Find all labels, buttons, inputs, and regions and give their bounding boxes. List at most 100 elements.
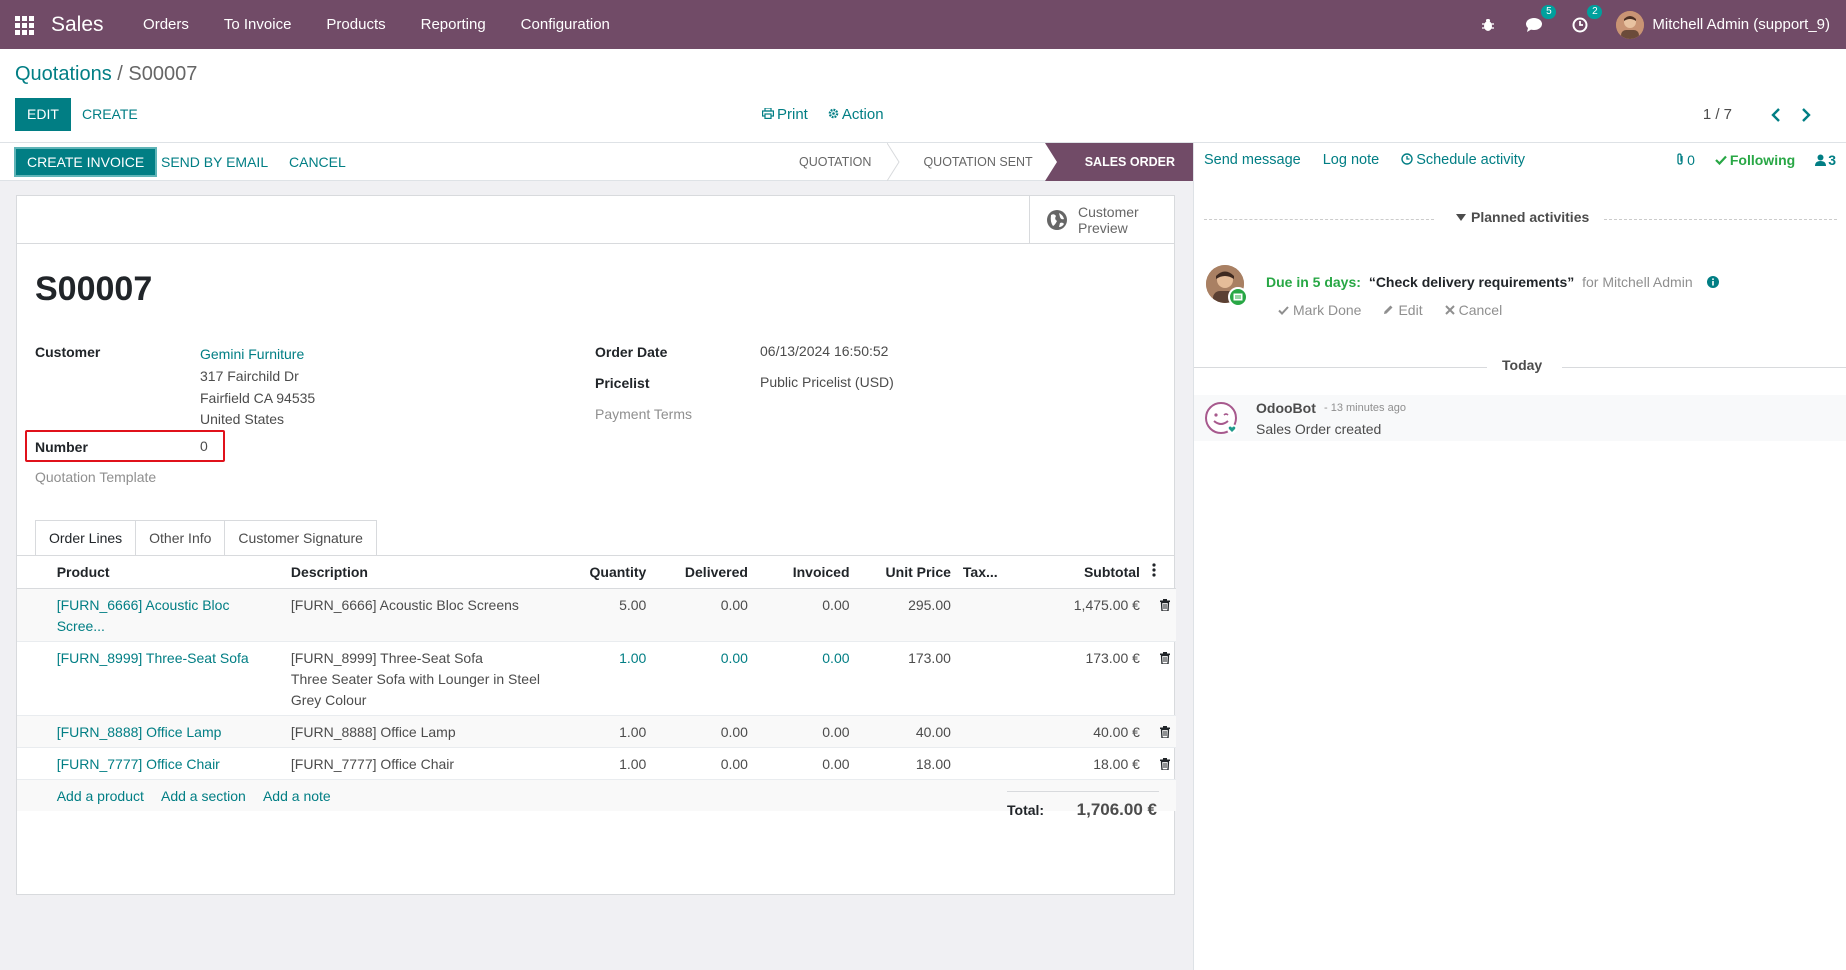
row-quantity[interactable]: 1.00 bbox=[582, 747, 653, 780]
pager-next-icon[interactable] bbox=[1796, 105, 1816, 125]
add-line-row: Add a product Add a section Add a note bbox=[17, 779, 1176, 811]
pager-previous-icon[interactable] bbox=[1766, 105, 1786, 125]
action-menu[interactable]: Action bbox=[828, 106, 884, 123]
table-row[interactable]: [FURN_8999] Three-Seat Sofa [FURN_8999] … bbox=[17, 641, 1176, 716]
pricelist-label: Pricelist bbox=[595, 375, 650, 391]
menu-orders[interactable]: Orders bbox=[143, 16, 189, 33]
cancel-order-button[interactable]: CANCEL bbox=[289, 154, 346, 170]
add-note-link[interactable]: Add a note bbox=[262, 787, 331, 804]
edit-activity-button[interactable]: Edit bbox=[1383, 302, 1423, 318]
chatter-panel: Send message Log note Schedule activity … bbox=[1193, 143, 1846, 970]
total-divider bbox=[1007, 791, 1159, 792]
notebook-tabs: Order Lines Other Info Customer Signatur… bbox=[35, 520, 377, 556]
info-icon[interactable] bbox=[1706, 276, 1719, 288]
add-section-link[interactable]: Add a section bbox=[161, 787, 246, 804]
row-delivered: 0.00 bbox=[652, 747, 754, 780]
edit-button[interactable]: EDIT bbox=[15, 98, 71, 131]
col-delivered[interactable]: Delivered bbox=[652, 556, 754, 589]
create-button[interactable]: CREATE bbox=[82, 106, 138, 122]
row-unit-price[interactable]: 40.00 bbox=[855, 715, 957, 748]
row-description: [FURN_8999] Three-Seat Sofa Three Seater… bbox=[284, 641, 583, 716]
tab-order-lines[interactable]: Order Lines bbox=[35, 520, 137, 556]
planned-divider-left bbox=[1204, 219, 1434, 220]
row-product[interactable]: [FURN_8888] Office Lamp bbox=[50, 715, 285, 748]
create-invoice-button[interactable]: CREATE INVOICE bbox=[14, 147, 158, 177]
debug-bug-icon[interactable] bbox=[1478, 15, 1498, 35]
add-product-link[interactable]: Add a product bbox=[56, 787, 144, 804]
delete-row-icon[interactable] bbox=[1145, 641, 1176, 716]
col-taxes[interactable]: Tax... bbox=[956, 556, 1017, 589]
row-product[interactable]: [FURN_7777] Office Chair bbox=[50, 747, 285, 780]
row-subtotal: 40.00 € bbox=[1016, 715, 1146, 748]
row-unit-price[interactable]: 295.00 bbox=[855, 588, 957, 642]
row-quantity[interactable]: 1.00 bbox=[582, 641, 653, 716]
tab-customer-signature[interactable]: Customer Signature bbox=[224, 520, 377, 555]
menu-reporting[interactable]: Reporting bbox=[420, 16, 486, 33]
messages-icon[interactable]: 5 bbox=[1524, 4, 1557, 35]
followers-count: 3 bbox=[1828, 152, 1836, 168]
optional-columns-icon[interactable] bbox=[1145, 556, 1176, 589]
message-item bbox=[1194, 395, 1846, 441]
message-author[interactable]: OdooBot bbox=[1256, 400, 1316, 416]
col-product[interactable]: Product bbox=[50, 556, 285, 589]
col-subtotal[interactable]: Subtotal bbox=[1016, 556, 1146, 589]
followers-button[interactable]: 3 bbox=[1815, 152, 1836, 168]
row-quantity[interactable]: 1.00 bbox=[582, 715, 653, 748]
following-button[interactable]: Following bbox=[1715, 152, 1795, 168]
row-description-line: [FURN_7777] Office Chair bbox=[290, 755, 455, 772]
row-description-line: Grey Colour bbox=[290, 691, 367, 708]
customer-link[interactable]: Gemini Furniture bbox=[200, 346, 305, 362]
delete-row-icon[interactable] bbox=[1145, 747, 1176, 780]
col-description[interactable]: Description bbox=[284, 556, 583, 589]
app-name[interactable]: Sales bbox=[51, 12, 104, 36]
col-invoiced[interactable]: Invoiced bbox=[753, 556, 856, 589]
table-row[interactable]: [FURN_6666] Acoustic Bloc Scree... [FURN… bbox=[17, 588, 1176, 642]
send-message-button[interactable]: Send message bbox=[1204, 152, 1301, 168]
table-row[interactable]: [FURN_8888] Office Lamp [FURN_8888] Offi… bbox=[17, 715, 1176, 748]
row-product[interactable]: [FURN_8999] Three-Seat Sofa bbox=[50, 641, 285, 716]
print-label: Print bbox=[777, 106, 808, 123]
pencil-icon bbox=[1384, 305, 1393, 314]
pricelist-value: Public Pricelist (USD) bbox=[760, 374, 894, 390]
activities-clock-icon[interactable]: 2 bbox=[1570, 4, 1603, 35]
cancel-activity-button[interactable]: Cancel bbox=[1444, 302, 1502, 318]
log-note-button[interactable]: Log note bbox=[1322, 152, 1380, 168]
row-unit-price[interactable]: 18.00 bbox=[855, 747, 957, 780]
stage-sales-order-label: SALES ORDER bbox=[1084, 155, 1175, 169]
payment-terms-label: Payment Terms bbox=[595, 406, 692, 422]
customer-preview-button[interactable]: Customer Preview bbox=[1029, 196, 1174, 244]
delete-row-icon[interactable] bbox=[1145, 588, 1176, 642]
schedule-activity-button[interactable]: Schedule activity bbox=[1401, 152, 1525, 168]
attachments-button[interactable]: 0 bbox=[1675, 152, 1695, 168]
row-quantity[interactable]: 5.00 bbox=[582, 588, 653, 642]
col-quantity[interactable]: Quantity bbox=[582, 556, 653, 589]
menu-products[interactable]: Products bbox=[326, 16, 386, 33]
menu-configuration[interactable]: Configuration bbox=[520, 16, 610, 33]
apps-menu-icon[interactable] bbox=[15, 15, 37, 35]
menu-to-invoice[interactable]: To Invoice bbox=[223, 16, 292, 33]
planned-activities-toggle[interactable]: Planned activities bbox=[1456, 209, 1589, 225]
breadcrumb-quotations[interactable]: Quotations bbox=[15, 63, 112, 85]
table-row[interactable]: [FURN_7777] Office Chair [FURN_7777] Off… bbox=[17, 747, 1176, 780]
mark-done-button[interactable]: Mark Done bbox=[1278, 302, 1361, 318]
tabs-divider bbox=[17, 555, 1174, 556]
user-name[interactable]: Mitchell Admin (support_9) bbox=[1652, 16, 1830, 33]
delete-row-icon[interactable] bbox=[1145, 715, 1176, 748]
row-unit-price[interactable]: 173.00 bbox=[855, 641, 957, 716]
row-description: [FURN_7777] Office Chair bbox=[284, 747, 583, 780]
col-unit-price[interactable]: Unit Price bbox=[855, 556, 957, 589]
total-amount: 1,706.00 € bbox=[1076, 800, 1157, 819]
messages-badge: 5 bbox=[1541, 4, 1557, 19]
row-taxes bbox=[956, 588, 1017, 642]
print-menu[interactable]: Print bbox=[762, 106, 808, 123]
stage-quotation[interactable]: QUOTATION bbox=[771, 143, 901, 181]
planned-activities-label: Planned activities bbox=[1471, 209, 1590, 225]
user-avatar[interactable] bbox=[1616, 10, 1645, 39]
pager-value[interactable]: 1 / 7 bbox=[1702, 106, 1732, 123]
number-field-highlight bbox=[25, 430, 225, 462]
tab-other-info[interactable]: Other Info bbox=[135, 520, 226, 555]
send-by-email-button[interactable]: SEND BY EMAIL bbox=[161, 154, 269, 170]
stage-quotation-sent[interactable]: QUOTATION SENT bbox=[895, 143, 1056, 181]
row-product[interactable]: [FURN_6666] Acoustic Bloc Scree... bbox=[50, 588, 285, 642]
stage-sales-order[interactable]: SALES ORDER bbox=[1044, 143, 1193, 181]
